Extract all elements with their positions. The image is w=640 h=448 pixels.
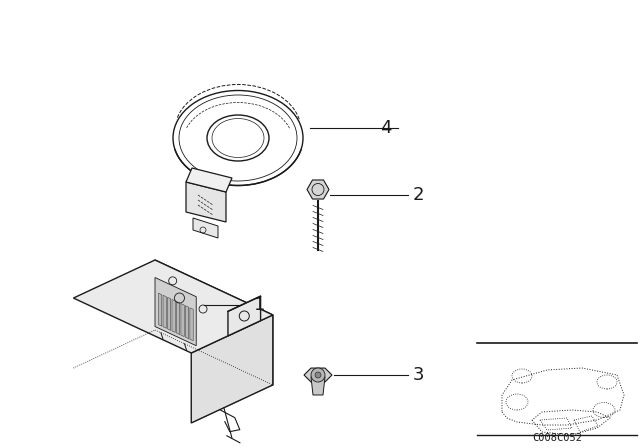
Polygon shape xyxy=(186,168,232,192)
Polygon shape xyxy=(307,180,329,199)
Polygon shape xyxy=(177,302,180,335)
Polygon shape xyxy=(228,296,260,336)
Polygon shape xyxy=(186,182,226,222)
Polygon shape xyxy=(186,306,189,339)
Polygon shape xyxy=(172,299,175,332)
Polygon shape xyxy=(155,277,196,346)
Circle shape xyxy=(311,368,325,382)
Polygon shape xyxy=(168,297,171,330)
Polygon shape xyxy=(304,368,332,382)
Polygon shape xyxy=(311,377,325,395)
Text: 3: 3 xyxy=(413,366,424,384)
Polygon shape xyxy=(163,295,166,328)
Polygon shape xyxy=(159,293,162,326)
Polygon shape xyxy=(190,308,193,341)
Polygon shape xyxy=(155,260,273,385)
Text: 2: 2 xyxy=(413,186,424,204)
Text: 1: 1 xyxy=(255,296,266,314)
Polygon shape xyxy=(193,218,218,238)
Ellipse shape xyxy=(207,115,269,161)
Polygon shape xyxy=(181,304,184,336)
Text: 4: 4 xyxy=(380,119,392,137)
Text: C008C052: C008C052 xyxy=(532,433,582,443)
Polygon shape xyxy=(191,315,273,423)
Circle shape xyxy=(315,372,321,378)
Polygon shape xyxy=(74,260,273,353)
